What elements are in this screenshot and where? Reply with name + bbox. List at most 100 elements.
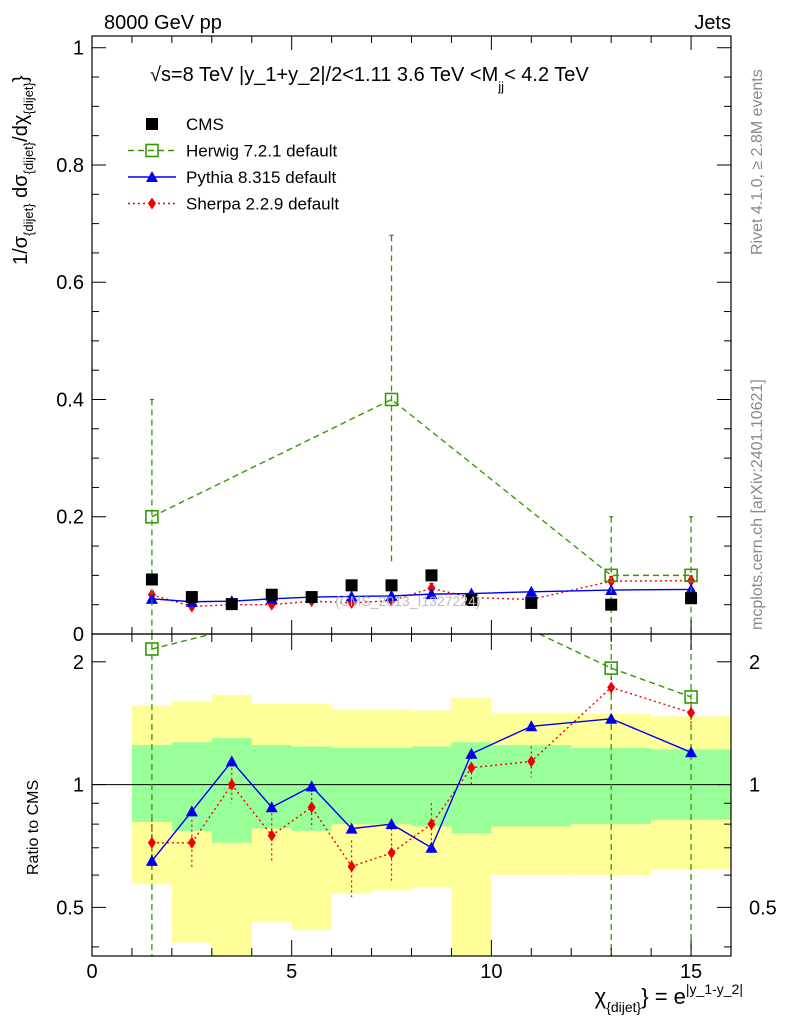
pythia-ratio-point: [685, 746, 698, 758]
cms-point: [525, 596, 538, 609]
green-band: [171, 742, 212, 831]
axes-frames: 0 0.2 0.4 0.6 0.8 1 0.5 0.5 1 1 2 2 0 5 10 15: [56, 35, 777, 983]
pythia-ratio-point: [425, 841, 438, 853]
ratio-ytick-label-right: 0.5: [749, 897, 777, 919]
legend-cms-marker: [146, 118, 158, 130]
main-series: [145, 234, 698, 634]
legend-sherpa-marker: [148, 197, 156, 210]
sherpa-ratio-point: [427, 818, 436, 831]
cms-point: [465, 593, 478, 606]
pythia-point: [385, 589, 398, 601]
sherpa-ratio-point: [467, 761, 476, 774]
pythia-ratio-point: [385, 818, 398, 830]
cms-point: [385, 579, 398, 592]
header-right: Jets: [694, 12, 731, 34]
cms-point: [265, 588, 278, 601]
pythia-ratio-point: [605, 712, 618, 724]
herwig-ratio-point: [604, 661, 618, 675]
sherpa-ratio-point: [687, 706, 696, 719]
sherpa-ratio-point: [227, 778, 236, 791]
uncertainty-bands: [92, 694, 731, 956]
sherpa-ratio-point: [267, 829, 276, 842]
green-band: [371, 747, 412, 825]
sherpa-ratio-line: [151, 686, 692, 868]
pythia-line: [151, 588, 692, 603]
legend-pythia-label: Pythia 8.315 default: [186, 168, 337, 187]
green-band: [331, 747, 372, 825]
pythia-ratio-point: [265, 801, 278, 813]
cms-point: [225, 598, 238, 611]
plot-title-sub: jj: [497, 79, 504, 94]
main-ytick-label: 0.2: [56, 507, 84, 529]
sherpa-ratio-point: [147, 836, 156, 849]
green-band: [251, 745, 292, 829]
ratio-series: [145, 633, 698, 956]
analysis-watermark: (CMS_2013_I1327224): [335, 593, 481, 609]
pythia-point: [345, 590, 358, 602]
sherpa-ratio-point: [607, 681, 616, 694]
herwig-ratio-line: [151, 633, 212, 650]
ratio-ytick-label-left: 0.5: [56, 897, 84, 919]
herwig-line: [151, 398, 692, 577]
sherpa-ratio-point: [347, 860, 356, 873]
legend-herwig-label: Herwig 7.2.1 default: [186, 142, 337, 161]
cms-point: [185, 591, 198, 604]
xtick-label: 0: [86, 961, 97, 983]
cms-point: [345, 579, 358, 592]
ratio-ytick-label-left: 1: [73, 775, 84, 797]
main-ytick-label: 1: [73, 38, 84, 60]
ratio-ytick-label-right: 2: [749, 652, 760, 674]
pythia-point: [145, 592, 158, 604]
pythia-ratio-point: [305, 780, 318, 792]
ratio-ytick-label-right: 1: [749, 775, 760, 797]
pythia-ratio-point: [185, 805, 198, 817]
legend-cms-label: CMS: [186, 115, 224, 134]
plot-title: √s=8 TeV |y_1+y_2|/2<1.11 3.6 TeV <Mjj< …: [150, 64, 589, 94]
rivet-label: Rivet 4.1.0, ≥ 2.8M events: [749, 69, 766, 255]
mcplots-label: mcplots.cern.ch [arXiv:2401.10621]: [749, 379, 766, 630]
plot-title-main: √s=8 TeV |y_1+y_2|/2<1.11 3.6 TeV <M: [150, 64, 498, 86]
header-left: 8000 GeV pp: [104, 12, 222, 34]
legend-herwig-marker: [145, 143, 159, 158]
legend-pythia-marker: [146, 171, 158, 182]
pythia-ratio-point: [525, 720, 538, 732]
pythia-point: [425, 588, 438, 600]
cms-point: [605, 598, 618, 611]
herwig-point: [684, 568, 698, 583]
sherpa-ratio-point: [527, 755, 536, 768]
herwig-point: [604, 568, 618, 583]
cms-point: [305, 591, 318, 604]
main-ytick-label: 0.4: [56, 389, 84, 411]
sherpa-ratio-point: [307, 801, 316, 814]
plot-title-tail: < 4.2 TeV: [504, 64, 589, 86]
xtick-label: 15: [680, 961, 702, 983]
sherpa-ratio-point: [187, 836, 196, 849]
legend: CMS Herwig 7.2.1 default Pythia 8.315 defa…: [128, 115, 339, 214]
herwig-point: [145, 509, 159, 524]
herwig-ratio-line: [538, 633, 692, 698]
cms-point: [425, 569, 438, 582]
legend-sherpa-label: Sherpa 2.2.9 default: [186, 195, 339, 214]
sherpa-line: [151, 579, 692, 608]
pythia-ratio-line: [151, 718, 692, 862]
x-axis-label: χ{dijet}} = e|y_1-y_2|: [595, 981, 743, 1015]
herwig-ratio-point: [145, 642, 159, 656]
green-band: [411, 746, 452, 827]
pythia-ratio-point: [225, 755, 238, 767]
main-ylabel: 1/σ{dijet} dσ{dijet}/dχ{dijet}}: [10, 75, 36, 265]
main-ytick-label: 0: [73, 624, 84, 646]
pythia-ratio-point: [345, 822, 358, 834]
pythia-point: [525, 585, 538, 597]
pythia-ratio-point: [465, 747, 478, 759]
cms-point: [685, 592, 698, 605]
pythia-ratio-point: [145, 854, 158, 866]
cms-point: [145, 573, 158, 586]
ratio-ylabel: Ratio to CMS: [25, 780, 42, 875]
main-ytick-label: 0.8: [56, 155, 84, 177]
herwig-point: [384, 392, 399, 407]
ratio-ytick-label-left: 2: [73, 652, 84, 674]
xtick-label: 5: [286, 961, 297, 983]
main-ytick-label: 0.6: [56, 272, 84, 294]
xtick-label: 10: [480, 961, 502, 983]
